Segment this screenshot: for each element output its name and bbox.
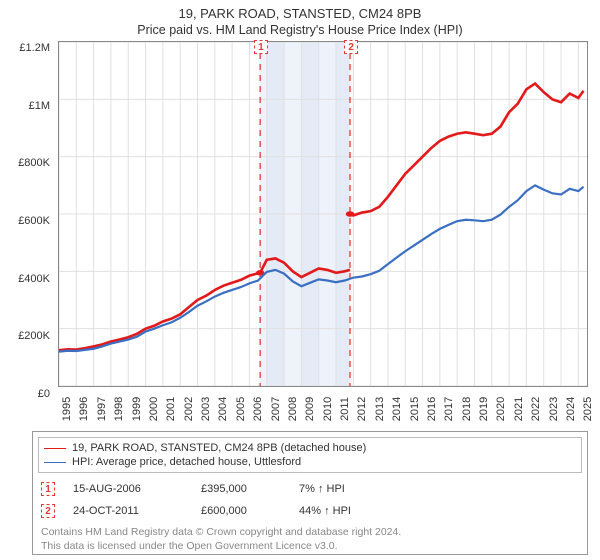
y-tick-label: £400K xyxy=(18,273,50,285)
x-tick-label: 2004 xyxy=(217,397,229,421)
y-tick-label: £800K xyxy=(18,157,50,169)
x-tick-label: 2006 xyxy=(252,397,264,421)
x-tick-label: 2009 xyxy=(304,397,316,421)
x-tick-label: 2007 xyxy=(270,397,282,421)
txn-date: 15-AUG-2006 xyxy=(73,483,183,495)
x-axis: 1995 1996 1997 1998 1999 2000 2001 2002 2003 2004… xyxy=(58,387,588,429)
legend-label: 19, PARK ROAD, STANSTED, CM24 8PB (detac… xyxy=(72,442,366,454)
transaction-row: 1 15-AUG-2006 £395,000 7% ↑ HPI xyxy=(33,478,587,500)
x-tick-label: 2025 xyxy=(582,397,594,421)
line-chart: 12 xyxy=(58,41,588,387)
x-tick-label: 2020 xyxy=(495,397,507,421)
footnote-copyright: Contains HM Land Registry data © Crown c… xyxy=(33,522,587,540)
x-tick-label: 1997 xyxy=(96,397,108,421)
x-tick-label: 2010 xyxy=(322,397,334,421)
legend: 19, PARK ROAD, STANSTED, CM24 8PB (detac… xyxy=(38,437,582,473)
transaction-row: 2 24-OCT-2011 £600,000 44% ↑ HPI xyxy=(33,500,587,522)
x-tick-label: 2021 xyxy=(513,397,525,421)
x-tick-label: 2005 xyxy=(235,397,247,421)
x-tick-label: 2015 xyxy=(409,397,421,421)
x-tick-label: 2023 xyxy=(548,397,560,421)
txn-delta: 7% ↑ HPI xyxy=(299,483,409,495)
txn-marker-1: 1 xyxy=(254,40,268,54)
legend-swatch xyxy=(44,462,66,463)
x-tick-label: 1999 xyxy=(131,397,143,421)
x-tick-label: 2016 xyxy=(426,397,438,421)
txn-marker-ref: 2 xyxy=(41,504,55,518)
legend-panel: 19, PARK ROAD, STANSTED, CM24 8PB (detac… xyxy=(32,431,588,555)
legend-swatch xyxy=(44,448,66,449)
txn-marker-2: 2 xyxy=(344,40,358,54)
page-subtitle: Price paid vs. HM Land Registry's House … xyxy=(0,21,600,41)
x-tick-label: 2003 xyxy=(200,397,212,421)
y-tick-label: £1M xyxy=(29,100,50,112)
x-tick-label: 1998 xyxy=(113,397,125,421)
x-tick-label: 2008 xyxy=(287,397,299,421)
y-tick-label: £1.2M xyxy=(19,42,50,54)
txn-price: £600,000 xyxy=(201,505,281,517)
txn-price: £395,000 xyxy=(201,483,281,495)
legend-label: HPI: Average price, detached house, Uttl… xyxy=(72,456,301,468)
legend-item: 19, PARK ROAD, STANSTED, CM24 8PB (detac… xyxy=(44,441,576,455)
y-tick-label: £600K xyxy=(18,215,50,227)
x-tick-label: 2001 xyxy=(165,397,177,421)
footnote-licence: This data is licensed under the Open Gov… xyxy=(33,540,587,554)
x-tick-label: 2019 xyxy=(478,397,490,421)
y-tick-label: £0 xyxy=(38,388,50,400)
x-tick-label: 1996 xyxy=(78,397,90,421)
y-tick-label: £200K xyxy=(18,330,50,342)
x-tick-label: 2018 xyxy=(461,397,473,421)
transactions: 1 15-AUG-2006 £395,000 7% ↑ HPI 2 24-OCT-2011… xyxy=(33,478,587,522)
x-tick-label: 1995 xyxy=(61,397,73,421)
x-tick-label: 2012 xyxy=(356,397,368,421)
txn-delta: 44% ↑ HPI xyxy=(299,505,409,517)
txn-date: 24-OCT-2011 xyxy=(73,505,183,517)
x-tick-label: 2017 xyxy=(443,397,455,421)
x-tick-label: 2011 xyxy=(339,397,351,421)
y-axis: £0£200K£400K£600K£800K£1M£1.2M xyxy=(0,48,54,394)
txn-marker-ref: 1 xyxy=(41,482,55,496)
page-title: 19, PARK ROAD, STANSTED, CM24 8PB xyxy=(0,0,600,21)
x-tick-label: 2000 xyxy=(148,397,160,421)
x-tick-label: 2014 xyxy=(391,397,403,421)
x-tick-label: 2002 xyxy=(183,397,195,421)
legend-item: HPI: Average price, detached house, Uttl… xyxy=(44,455,576,469)
x-tick-label: 2022 xyxy=(530,397,542,421)
x-tick-label: 2024 xyxy=(565,397,577,421)
x-tick-label: 2013 xyxy=(374,397,386,421)
